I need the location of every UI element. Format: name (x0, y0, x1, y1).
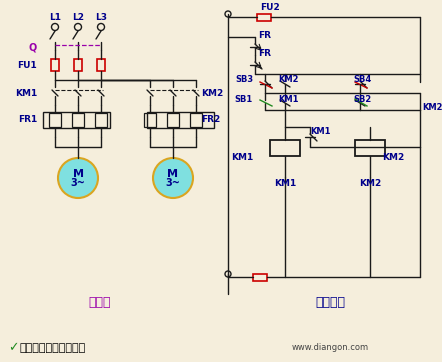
Text: KM1: KM1 (274, 180, 296, 189)
Text: ✓: ✓ (8, 341, 19, 354)
Text: 3~: 3~ (71, 178, 85, 188)
Text: 顺序启动逆序停止控制: 顺序启动逆序停止控制 (20, 343, 86, 353)
Text: SB1: SB1 (235, 96, 253, 105)
Text: KM1: KM1 (310, 127, 331, 136)
Text: Q: Q (29, 42, 37, 52)
Bar (190, 113, 202, 127)
Text: KM2: KM2 (382, 152, 404, 161)
Bar (49, 113, 61, 127)
Text: L3: L3 (95, 13, 107, 21)
Text: FU2: FU2 (260, 3, 280, 12)
Circle shape (58, 158, 98, 198)
Bar (270, 140, 300, 156)
Text: KM1: KM1 (15, 89, 37, 98)
Text: 主电路: 主电路 (89, 295, 111, 308)
Bar (95, 113, 107, 127)
Text: FR: FR (258, 49, 271, 58)
Text: KM2: KM2 (422, 102, 442, 111)
Text: SB3: SB3 (235, 75, 253, 84)
Circle shape (153, 158, 193, 198)
Bar (355, 140, 385, 156)
Bar (74, 59, 82, 71)
Text: FU1: FU1 (17, 60, 37, 70)
Text: 3~: 3~ (166, 178, 180, 188)
Text: SB2: SB2 (353, 96, 371, 105)
Text: KM1: KM1 (231, 152, 253, 161)
Bar (253, 274, 267, 281)
Text: KM2: KM2 (201, 89, 223, 98)
Text: FR2: FR2 (201, 115, 220, 125)
Bar (97, 59, 105, 71)
Text: KM2: KM2 (278, 75, 298, 84)
Text: L1: L1 (49, 13, 61, 21)
Text: SB4: SB4 (353, 75, 371, 84)
Bar (147, 112, 214, 128)
Bar (51, 59, 59, 71)
Text: 控制电路: 控制电路 (315, 295, 345, 308)
Bar (43, 112, 110, 128)
Text: FR1: FR1 (18, 115, 37, 125)
Text: FR: FR (258, 30, 271, 39)
Text: KM2: KM2 (359, 180, 381, 189)
Bar (257, 13, 271, 21)
Text: KM1: KM1 (278, 96, 298, 105)
Bar (144, 113, 156, 127)
Text: www.diangon.com: www.diangon.com (292, 344, 369, 353)
Text: L2: L2 (72, 13, 84, 21)
Bar (72, 113, 84, 127)
Text: M: M (168, 169, 179, 179)
Bar (167, 113, 179, 127)
Text: M: M (72, 169, 84, 179)
